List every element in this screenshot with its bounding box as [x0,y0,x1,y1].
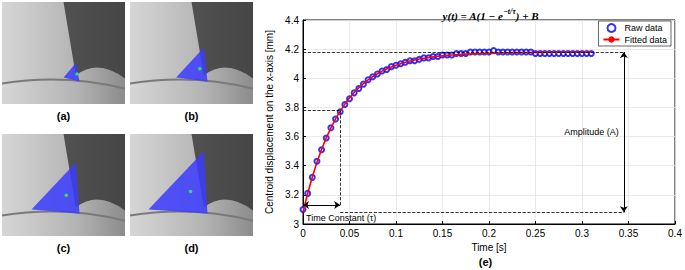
svg-text:4.4: 4.4 [285,15,299,26]
svg-text:(b): (b) [184,110,198,122]
svg-text:) + B: ) + B [515,10,539,23]
svg-text:0: 0 [300,228,306,239]
svg-text:3.2: 3.2 [285,189,299,200]
svg-text:−t/τ: −t/τ [503,7,516,16]
svg-text:0.25: 0.25 [526,228,546,239]
svg-text:0.15: 0.15 [433,228,453,239]
svg-text:3: 3 [293,219,299,230]
svg-text:Fitted data: Fitted data [624,35,667,45]
svg-text:3.4: 3.4 [285,160,299,171]
svg-text:Raw data: Raw data [624,23,662,33]
svg-text:0.1: 0.1 [389,228,403,239]
svg-text:(d): (d) [184,242,198,254]
svg-text:Time Constant (τ): Time Constant (τ) [306,213,376,223]
svg-text:0.2: 0.2 [482,228,496,239]
svg-text:4: 4 [293,73,299,84]
svg-text:(c): (c) [57,242,71,254]
svg-text:3.8: 3.8 [285,102,299,113]
svg-text:0.05: 0.05 [340,228,360,239]
svg-text:4.2: 4.2 [285,44,299,55]
svg-text:Time [s]: Time [s] [471,242,506,253]
svg-text:y(t) = A(1 − e: y(t) = A(1 − e [441,10,503,23]
svg-text:0.4: 0.4 [668,228,682,239]
svg-text:Amplitude (A): Amplitude (A) [564,127,619,137]
svg-text:(a): (a) [57,110,71,122]
svg-text:(e): (e) [479,256,493,268]
svg-text:0.3: 0.3 [575,228,589,239]
svg-text:Centroid displacement on the x: Centroid displacement on the x-axis [mm] [264,30,275,214]
svg-text:3.6: 3.6 [285,131,299,142]
svg-text:0.35: 0.35 [619,228,639,239]
